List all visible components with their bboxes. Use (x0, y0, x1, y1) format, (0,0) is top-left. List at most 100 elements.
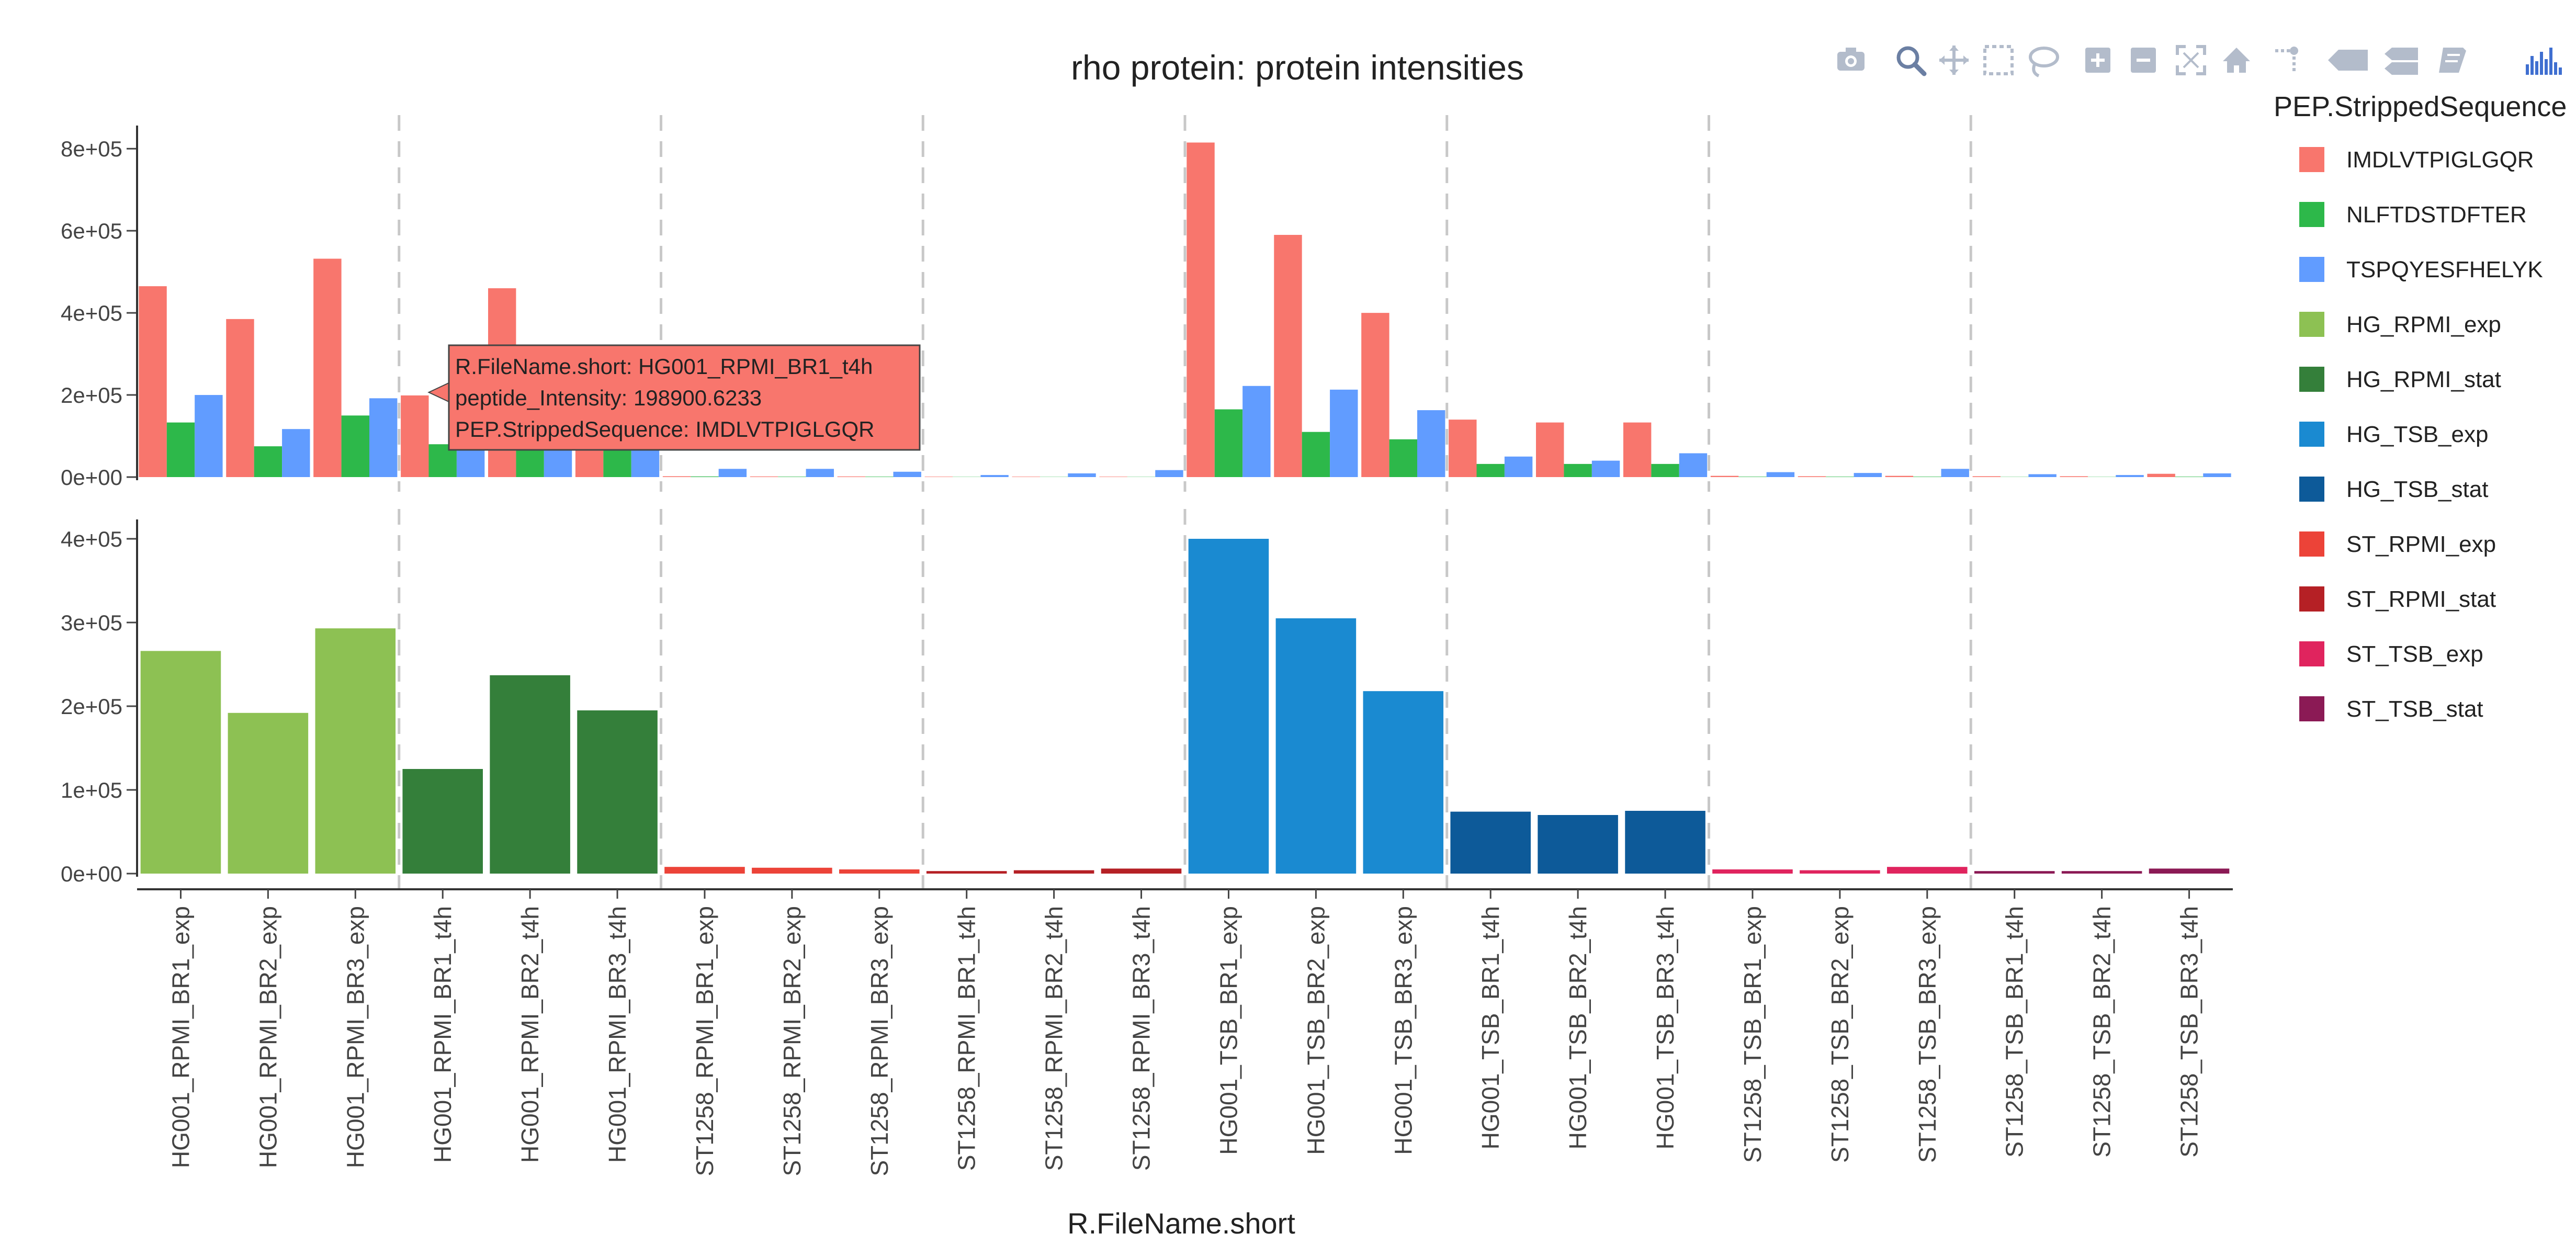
top-bar[interactable] (1449, 420, 1477, 477)
legend-label: IMDLVTPIGLGQR (2346, 147, 2534, 173)
bottom-bar[interactable] (2149, 868, 2230, 874)
top-bar[interactable] (2116, 475, 2144, 477)
camera-icon[interactable] (1837, 48, 1865, 71)
top-bar[interactable] (2060, 476, 2088, 477)
top-bar[interactable] (1302, 432, 1330, 477)
top-bar[interactable] (166, 422, 195, 477)
spike-lines-icon[interactable] (2275, 47, 2298, 74)
top-bar[interactable] (1623, 422, 1652, 477)
top-bar[interactable] (1766, 472, 1795, 477)
bottom-bar[interactable] (1450, 811, 1531, 874)
reset-axes-icon[interactable] (2223, 48, 2250, 73)
top-bar[interactable] (662, 476, 691, 477)
bottom-bar[interactable] (2061, 871, 2142, 874)
legend-item[interactable]: HG_RPMI_exp (2299, 312, 2501, 337)
bottom-bar[interactable] (1538, 815, 1618, 874)
legend-item[interactable]: IMDLVTPIGLGQR (2299, 147, 2534, 173)
top-bar[interactable] (1651, 463, 1679, 477)
top-bar[interactable] (341, 415, 369, 477)
top-bar[interactable] (1417, 410, 1445, 477)
bottom-bar[interactable] (315, 628, 396, 874)
top-bar[interactable] (226, 319, 254, 477)
top-bar[interactable] (1274, 235, 1302, 477)
bottom-bar[interactable] (1974, 871, 2055, 874)
legend-item[interactable]: ST_RPMI_stat (2299, 586, 2496, 612)
top-bar[interactable] (1536, 422, 1564, 477)
top-bar[interactable] (1361, 313, 1389, 477)
legend-item[interactable]: ST_RPMI_exp (2299, 531, 2496, 557)
legend-item[interactable]: ST_TSB_exp (2299, 641, 2483, 667)
lasso-select-icon[interactable] (2029, 47, 2059, 77)
top-bar[interactable] (1972, 476, 2001, 477)
top-bar[interactable] (1854, 473, 1882, 477)
hover-compare-icon[interactable] (2385, 48, 2418, 75)
legend-item[interactable]: TSPQYESFHELYK (2299, 257, 2543, 282)
bottom-bar[interactable] (664, 867, 745, 874)
legend-item[interactable]: NLFTDSTDFTER (2299, 202, 2527, 228)
top-bar[interactable] (1330, 389, 1358, 477)
top-bar[interactable] (980, 475, 1009, 477)
autoscale-icon[interactable] (2176, 45, 2206, 75)
legend-item[interactable]: HG_TSB_stat (2299, 477, 2488, 502)
legend-item[interactable]: HG_RPMI_stat (2299, 367, 2501, 392)
top-bar[interactable] (893, 471, 921, 477)
top-bar[interactable] (1214, 409, 1243, 477)
top-bar[interactable] (401, 395, 429, 477)
top-bar[interactable] (282, 429, 310, 477)
bottom-bar[interactable] (1625, 811, 1705, 874)
bottom-bar[interactable] (140, 651, 221, 874)
bottom-bar[interactable] (1101, 868, 1182, 874)
legend-item[interactable]: ST_TSB_stat (2299, 696, 2483, 722)
pan-icon[interactable] (1939, 46, 1969, 75)
bottom-bar[interactable] (402, 769, 483, 874)
bottom-bar[interactable] (1363, 691, 1444, 874)
top-bar[interactable] (1068, 473, 1096, 477)
bottom-bar[interactable] (1800, 870, 1880, 874)
top-bar[interactable] (1155, 470, 1183, 477)
top-bar[interactable] (1679, 453, 1708, 477)
top-bar[interactable] (139, 286, 167, 477)
top-bar[interactable] (2203, 473, 2231, 477)
top-bar[interactable] (1798, 476, 1826, 477)
bottom-bar[interactable] (1188, 539, 1269, 874)
top-bar[interactable] (1389, 439, 1417, 477)
top-bar[interactable] (806, 469, 834, 477)
bottom-bar[interactable] (490, 675, 570, 874)
bottom-bar[interactable] (228, 712, 309, 874)
top_panel-y-tick-label: 0e+00 (61, 465, 122, 490)
zoom-in-icon[interactable] (2085, 48, 2110, 73)
bottom-bar[interactable] (577, 710, 658, 874)
top-bar[interactable] (195, 395, 223, 477)
bottom-bar[interactable] (839, 869, 920, 874)
top-bar[interactable] (369, 398, 398, 477)
top-bar[interactable] (1242, 386, 1271, 477)
plotly-logo-icon[interactable] (2526, 48, 2562, 75)
top-bar[interactable] (2028, 474, 2057, 477)
edit-chart-icon[interactable] (2439, 48, 2466, 73)
legend-label: HG_RPMI_stat (2346, 367, 2501, 392)
legend-item[interactable]: HG_TSB_exp (2299, 422, 2488, 447)
top-bar[interactable] (313, 258, 342, 477)
top-bar[interactable] (1710, 476, 1739, 477)
bottom-bar[interactable] (1887, 867, 1968, 874)
top-bar[interactable] (254, 446, 283, 477)
top-bar[interactable] (1941, 469, 1969, 477)
top-bar[interactable] (718, 469, 747, 477)
legend[interactable]: PEP.StrippedSequence IMDLVTPIGLGQR NLFTDST… (2274, 91, 2567, 722)
bottom-bar[interactable] (1013, 870, 1094, 874)
top-bar[interactable] (1564, 463, 1592, 477)
box-select-icon[interactable] (1983, 45, 2014, 75)
bottom-bar[interactable] (1275, 618, 1357, 874)
hover-closest-icon[interactable] (2328, 50, 2368, 71)
bottom-bar[interactable] (752, 867, 832, 874)
top-bar[interactable] (1476, 463, 1505, 477)
top-bar[interactable] (1187, 142, 1215, 477)
bottom-bar[interactable] (926, 871, 1007, 874)
top-bar[interactable] (2147, 473, 2175, 477)
bottom-bar[interactable] (1712, 869, 1793, 874)
top-bar[interactable] (1885, 476, 1914, 477)
top-bar[interactable] (1591, 460, 1620, 477)
zoom-icon[interactable] (1896, 46, 1927, 76)
zoom-out-icon[interactable] (2131, 48, 2156, 73)
top-bar[interactable] (1504, 456, 1533, 477)
